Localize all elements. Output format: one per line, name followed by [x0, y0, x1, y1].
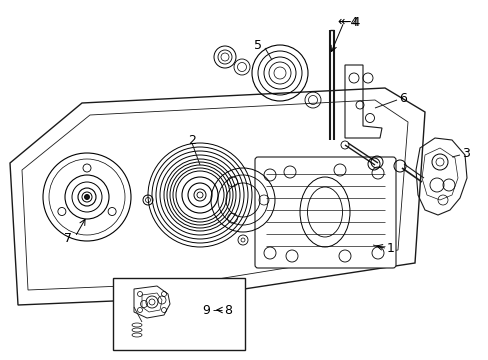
FancyBboxPatch shape	[254, 157, 395, 268]
Text: 7: 7	[64, 231, 72, 244]
Text: ← 4: ← 4	[337, 15, 360, 28]
Text: 5: 5	[253, 39, 262, 51]
Text: 2: 2	[188, 134, 196, 147]
Text: 6: 6	[398, 91, 406, 104]
Circle shape	[84, 194, 89, 199]
Text: 8: 8	[224, 303, 231, 316]
Text: ←4: ←4	[339, 15, 358, 28]
Text: 9: 9	[202, 303, 209, 316]
Text: 1: 1	[386, 242, 394, 255]
Bar	[113, 278, 244, 350]
Text: 3: 3	[461, 147, 469, 159]
